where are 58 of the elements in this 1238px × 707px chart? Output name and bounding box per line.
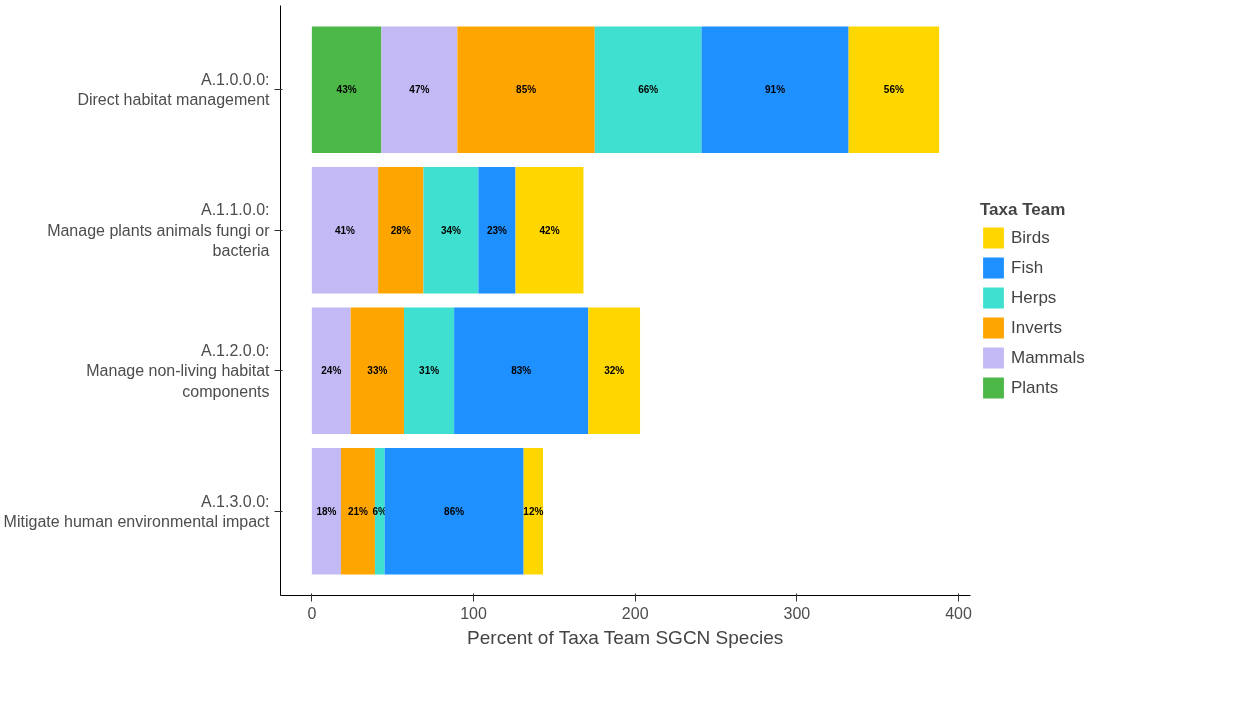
data-label: 34% (440, 224, 462, 236)
x-tick-label: 100 (460, 604, 487, 622)
bar (588, 307, 641, 434)
data-label: 24% (321, 365, 342, 377)
data-label: 23% (486, 224, 508, 236)
bar (374, 448, 385, 575)
x-tick-label: 0 (307, 604, 317, 622)
bar (311, 448, 341, 575)
bar (350, 307, 405, 434)
data-label: 28% (390, 224, 411, 236)
bar (454, 307, 589, 434)
x-tick-label: 200 (621, 604, 649, 622)
y-tick-label: A.1.2.0.0: Manage non-living habitat components (86, 341, 271, 400)
x-tick-label: 300 (783, 604, 811, 622)
data-label: 42% (539, 224, 560, 236)
y-tick-label: A.1.0.0.0: Direct habitat management (77, 71, 271, 109)
bar (457, 26, 595, 153)
bar (848, 26, 940, 153)
bar (311, 26, 382, 153)
legend-label: Mammals (1011, 347, 1085, 368)
legend-label: Inverts (1011, 317, 1063, 338)
data-label: 18% (316, 505, 337, 517)
bar (594, 26, 702, 153)
data-label: 41% (335, 224, 356, 236)
legend-label: Fish (1011, 257, 1044, 278)
bar (381, 26, 458, 153)
bar (515, 167, 584, 294)
x-tick-label: 400 (945, 604, 972, 622)
data-label: 21% (347, 505, 369, 517)
bar (378, 167, 424, 294)
data-label: 47% (409, 84, 430, 96)
data-label: 91% (765, 84, 786, 96)
legend-label: Plants (1011, 377, 1059, 398)
bar (423, 167, 479, 294)
data-label: 32% (604, 365, 625, 377)
legend-title: Taxa Team (980, 199, 1067, 220)
data-label: 43% (336, 84, 357, 96)
bar (384, 448, 524, 575)
data-label: 85% (516, 84, 537, 96)
legend-label: Birds (1011, 227, 1050, 248)
data-label: 12% (523, 505, 544, 517)
legend-label: Herps (1011, 287, 1057, 308)
bar (404, 307, 455, 434)
data-label: 56% (883, 84, 904, 96)
data-label: 86% (444, 505, 465, 517)
bar (311, 307, 351, 434)
data-label: 83% (511, 365, 532, 377)
x-axis-title: Percent of Taxa Team SGCN Species (467, 626, 784, 648)
bar (478, 167, 516, 294)
bar (701, 26, 849, 153)
y-tick-label: A.1.1.0.0: Manage plants animals fungi or bacteria (47, 201, 271, 260)
bar (311, 167, 379, 294)
data-label: 31% (419, 365, 440, 377)
bar (340, 448, 375, 575)
y-tick-label: A.1.3.0.0: Mitigate human environmental impact (3, 492, 271, 530)
bar (523, 448, 544, 575)
data-label: 66% (638, 84, 659, 96)
data-label: 33% (367, 365, 388, 377)
